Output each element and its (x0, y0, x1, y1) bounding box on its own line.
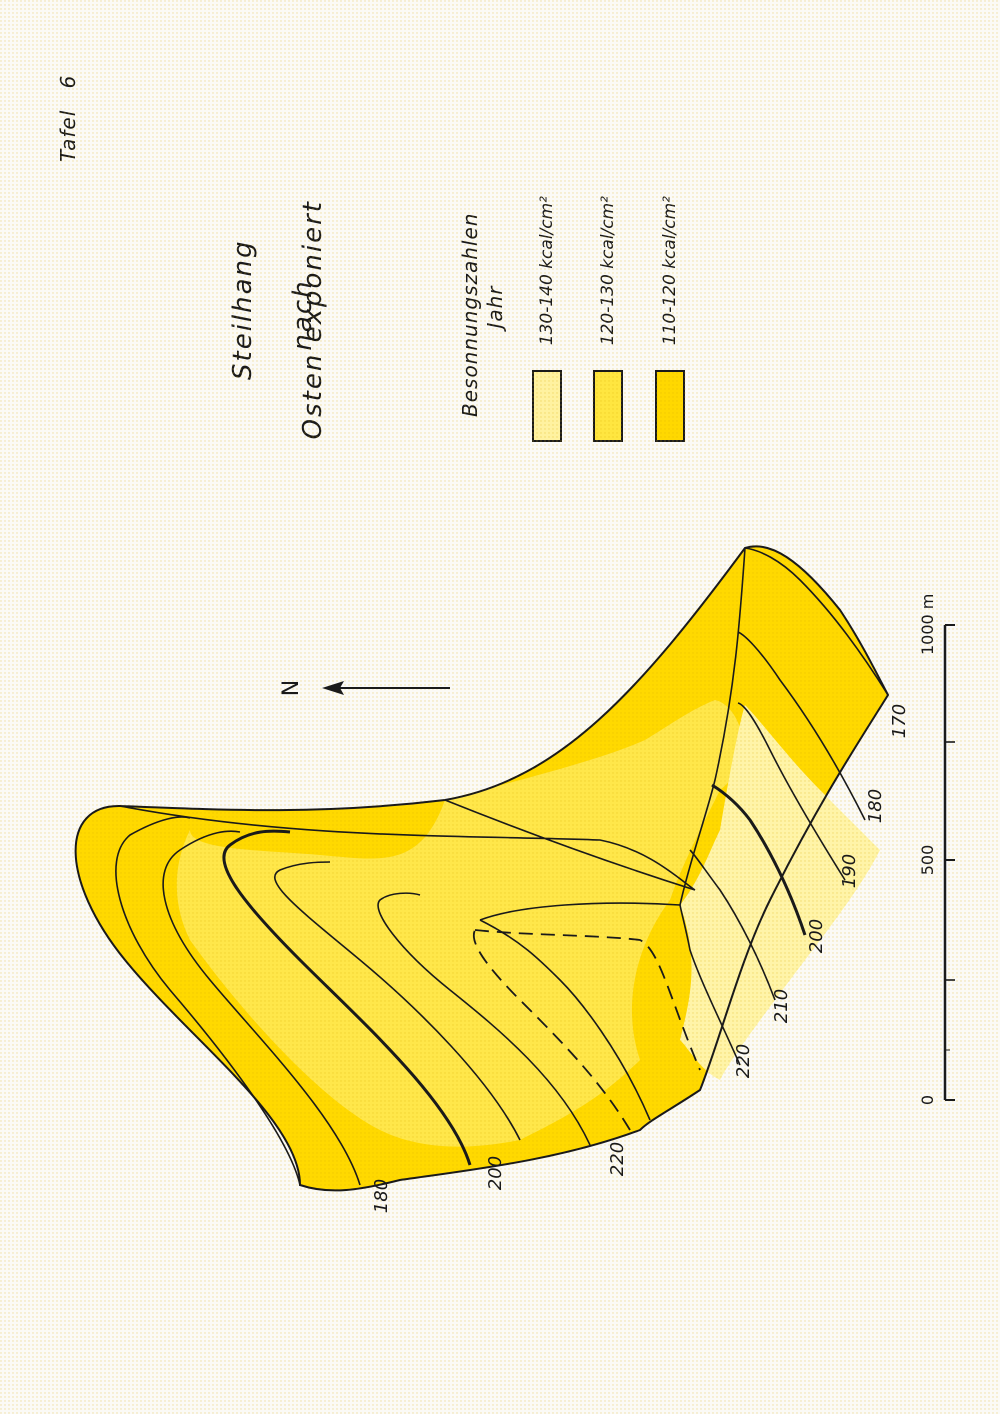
contour-east-220 (679, 904, 741, 1066)
contour-west-210 (274, 861, 521, 1141)
contour-label-east-220: 220 (733, 1043, 754, 1079)
contour-west-dashed-1 (473, 929, 631, 1131)
contour-east-170 (744, 547, 889, 696)
contour-west-dashed-2 (474, 929, 701, 1071)
contour-label-west-200: 200 (485, 1155, 506, 1191)
contour-label-east-180: 180 (865, 788, 886, 824)
contour-east-210 (689, 849, 776, 1001)
contour-east-200 (711, 783, 807, 936)
contour-west-200 (222, 829, 472, 1166)
scale-label-1000: 1000 m (918, 593, 937, 655)
contour-label-east-210: 210 (771, 988, 792, 1024)
scale-label-500: 500 (918, 844, 937, 876)
contour-east-190 (737, 702, 846, 881)
contour-label-east-170: 170 (889, 703, 910, 739)
contour-west-180 (115, 816, 301, 1186)
contour-east-180 (737, 631, 866, 821)
contour-label-west-220: 220 (607, 1141, 628, 1177)
north-label: N (279, 679, 304, 697)
terrain-outline (74, 545, 890, 1192)
contour-west-220 (377, 892, 591, 1146)
contour-label-east-200: 200 (806, 918, 827, 954)
north-arrow-head (322, 681, 344, 695)
valley-line (119, 547, 746, 906)
contour-label-west-180: 180 (371, 1178, 392, 1214)
contour-west-230 (479, 902, 681, 1121)
contour-label-east-190: 190 (839, 853, 860, 889)
scale-label-0: 0 (918, 1094, 937, 1106)
contour-west-190 (162, 830, 361, 1186)
